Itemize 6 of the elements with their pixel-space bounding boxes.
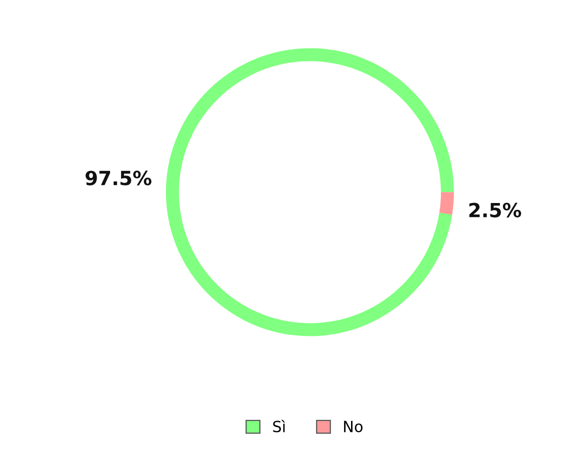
donut-slice: [166, 48, 454, 336]
donut-slice: [439, 192, 454, 215]
data-label: 2.5%: [469, 202, 522, 218]
legend-label: Sì: [273, 420, 285, 432]
data-label: 97.5%: [86, 170, 152, 186]
legend-label: No: [344, 420, 363, 432]
